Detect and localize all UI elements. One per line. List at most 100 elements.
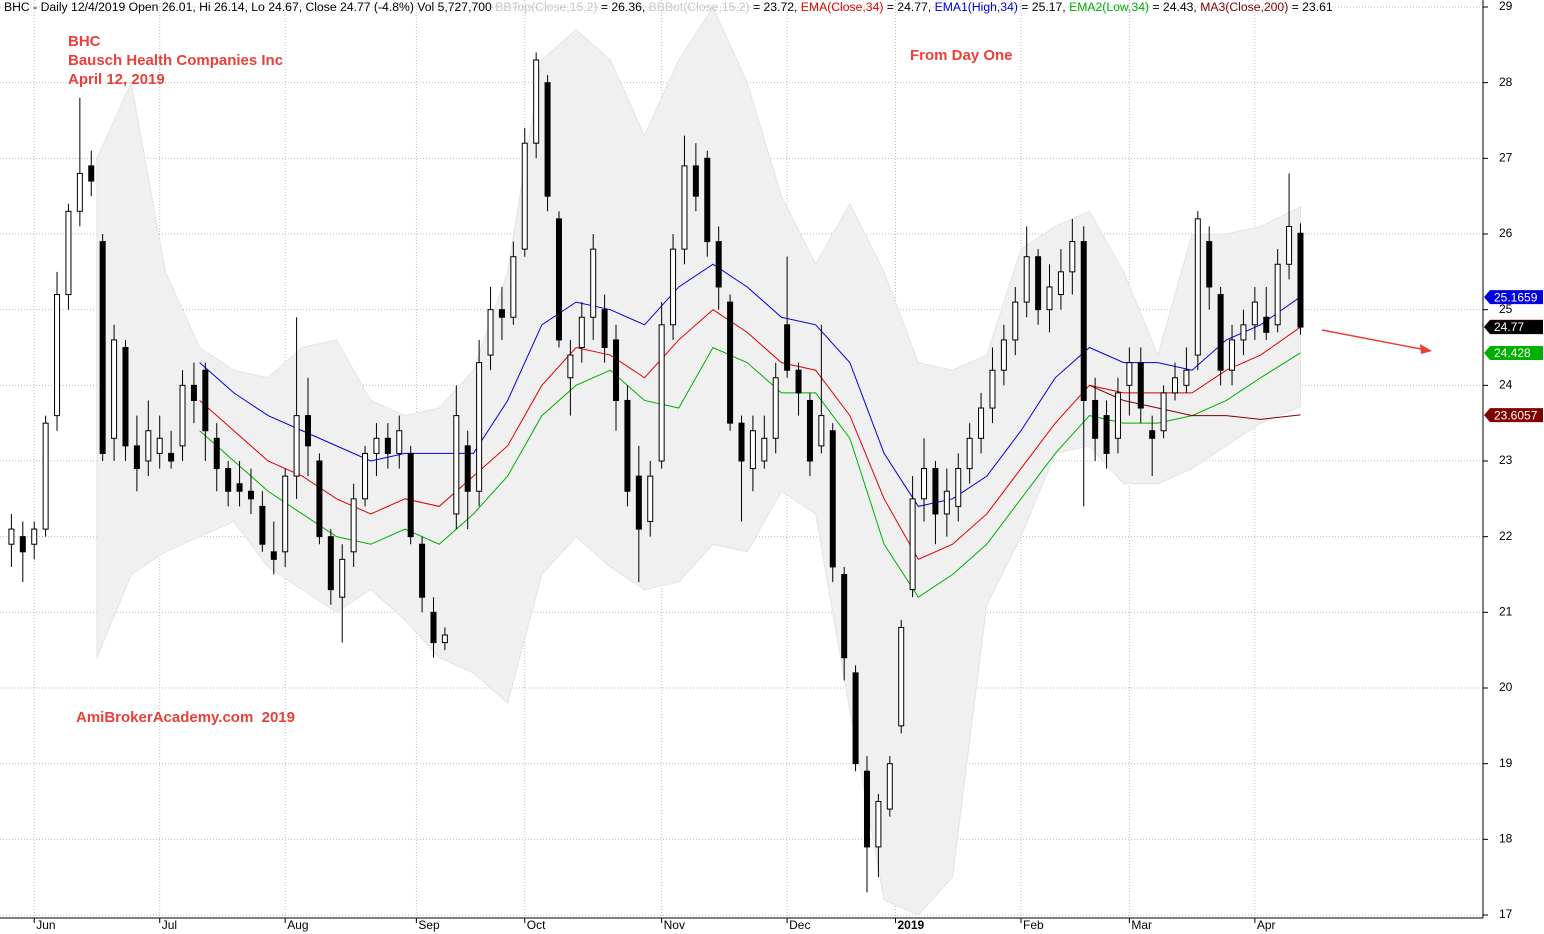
candle <box>761 415 768 469</box>
candle <box>133 415 140 492</box>
x-tick-label: 2019 <box>898 918 925 932</box>
candle-body <box>738 422 745 462</box>
candle <box>544 75 551 212</box>
candle <box>1229 324 1236 386</box>
x-tick-label: Feb <box>1023 918 1044 932</box>
candle-body <box>225 468 232 492</box>
candle-body <box>179 384 186 447</box>
candle-body <box>190 384 197 401</box>
candle <box>601 294 608 363</box>
candle <box>624 385 631 507</box>
candle <box>316 453 323 545</box>
candle-body <box>441 634 448 644</box>
candle <box>236 461 243 507</box>
candle-body <box>772 377 779 439</box>
candle-body <box>373 437 380 454</box>
candle-body <box>1171 377 1178 394</box>
candle-body <box>430 611 437 644</box>
price-tag-box <box>1484 345 1543 360</box>
candle-body <box>521 142 528 250</box>
candle <box>567 339 574 416</box>
candle <box>54 271 61 431</box>
arrow-head <box>1420 344 1432 354</box>
candle-body <box>464 445 471 492</box>
candle-body <box>943 490 950 515</box>
candle <box>1137 347 1144 424</box>
candle <box>1274 249 1281 333</box>
candle-body <box>327 536 334 591</box>
candle <box>42 415 49 537</box>
candle <box>1023 226 1030 318</box>
candle <box>270 521 277 575</box>
candle <box>396 415 403 469</box>
header-part: BBTop(Close,15,2) <box>495 0 597 14</box>
candle <box>590 234 597 340</box>
candle <box>978 392 985 454</box>
candle <box>1092 377 1099 461</box>
candle-body <box>670 248 677 326</box>
candle-body <box>590 248 597 318</box>
candle <box>430 597 437 658</box>
price-tag-label: 24.77 <box>1494 320 1524 334</box>
candle-body <box>247 490 254 500</box>
candle-body <box>145 430 152 462</box>
candle <box>1149 415 1156 477</box>
candle-body <box>898 626 905 727</box>
y-tick-label: 25 <box>1499 302 1513 316</box>
candle-body <box>1183 369 1190 386</box>
candle <box>487 286 494 371</box>
candle-body <box>1240 324 1247 341</box>
header-part: = 23.61 <box>1288 0 1333 14</box>
candle-body <box>122 347 129 447</box>
x-tick-label: Aug <box>287 918 308 932</box>
candle <box>419 536 426 613</box>
candle <box>190 362 197 424</box>
header-part: EMA2(Low,34) <box>1069 0 1149 14</box>
candle <box>692 143 699 212</box>
candle <box>670 234 677 340</box>
candle <box>784 256 791 378</box>
candle <box>145 400 152 477</box>
candle <box>464 430 471 530</box>
candle <box>555 211 562 348</box>
candle <box>1126 347 1133 416</box>
candle <box>886 756 893 817</box>
candle-body <box>213 437 220 470</box>
candle <box>955 453 962 522</box>
header-part: BHC - Daily 12/4/2019 Open 26.01, Hi 26.… <box>4 0 495 14</box>
candle <box>339 544 346 643</box>
candle <box>1103 400 1110 469</box>
candle-body <box>1137 362 1144 409</box>
candle <box>1251 286 1258 340</box>
candle <box>1046 264 1053 333</box>
candle <box>989 347 996 424</box>
candle-body <box>396 430 403 454</box>
candle-body <box>886 763 893 810</box>
candle-body <box>909 498 916 591</box>
candle <box>225 461 232 507</box>
y-tick-label: 18 <box>1499 832 1513 846</box>
x-tick-label: Jun <box>36 918 55 932</box>
header-part: EMA(Close,34) <box>801 0 884 14</box>
candle <box>1171 362 1178 401</box>
candle <box>1114 377 1121 454</box>
candle <box>1080 226 1087 507</box>
candle <box>795 362 802 416</box>
candle <box>613 324 620 431</box>
header-part: = 26.36, <box>598 0 649 14</box>
candle <box>384 423 391 469</box>
candle-body <box>989 369 996 409</box>
x-tick-label: Oct <box>527 918 546 932</box>
x-tick-label: Nov <box>664 918 685 932</box>
candle-body <box>1286 225 1293 265</box>
header-part: MA3(Close,200) <box>1200 0 1288 14</box>
y-tick-label: 17 <box>1499 907 1513 921</box>
indicator-layer <box>199 263 1301 598</box>
candle-body <box>133 445 140 470</box>
candle <box>213 423 220 492</box>
candle-body <box>784 324 791 371</box>
candle-body <box>270 551 277 560</box>
header-part: = 24.43, <box>1149 0 1200 14</box>
candle <box>521 128 528 257</box>
candle <box>373 423 380 477</box>
